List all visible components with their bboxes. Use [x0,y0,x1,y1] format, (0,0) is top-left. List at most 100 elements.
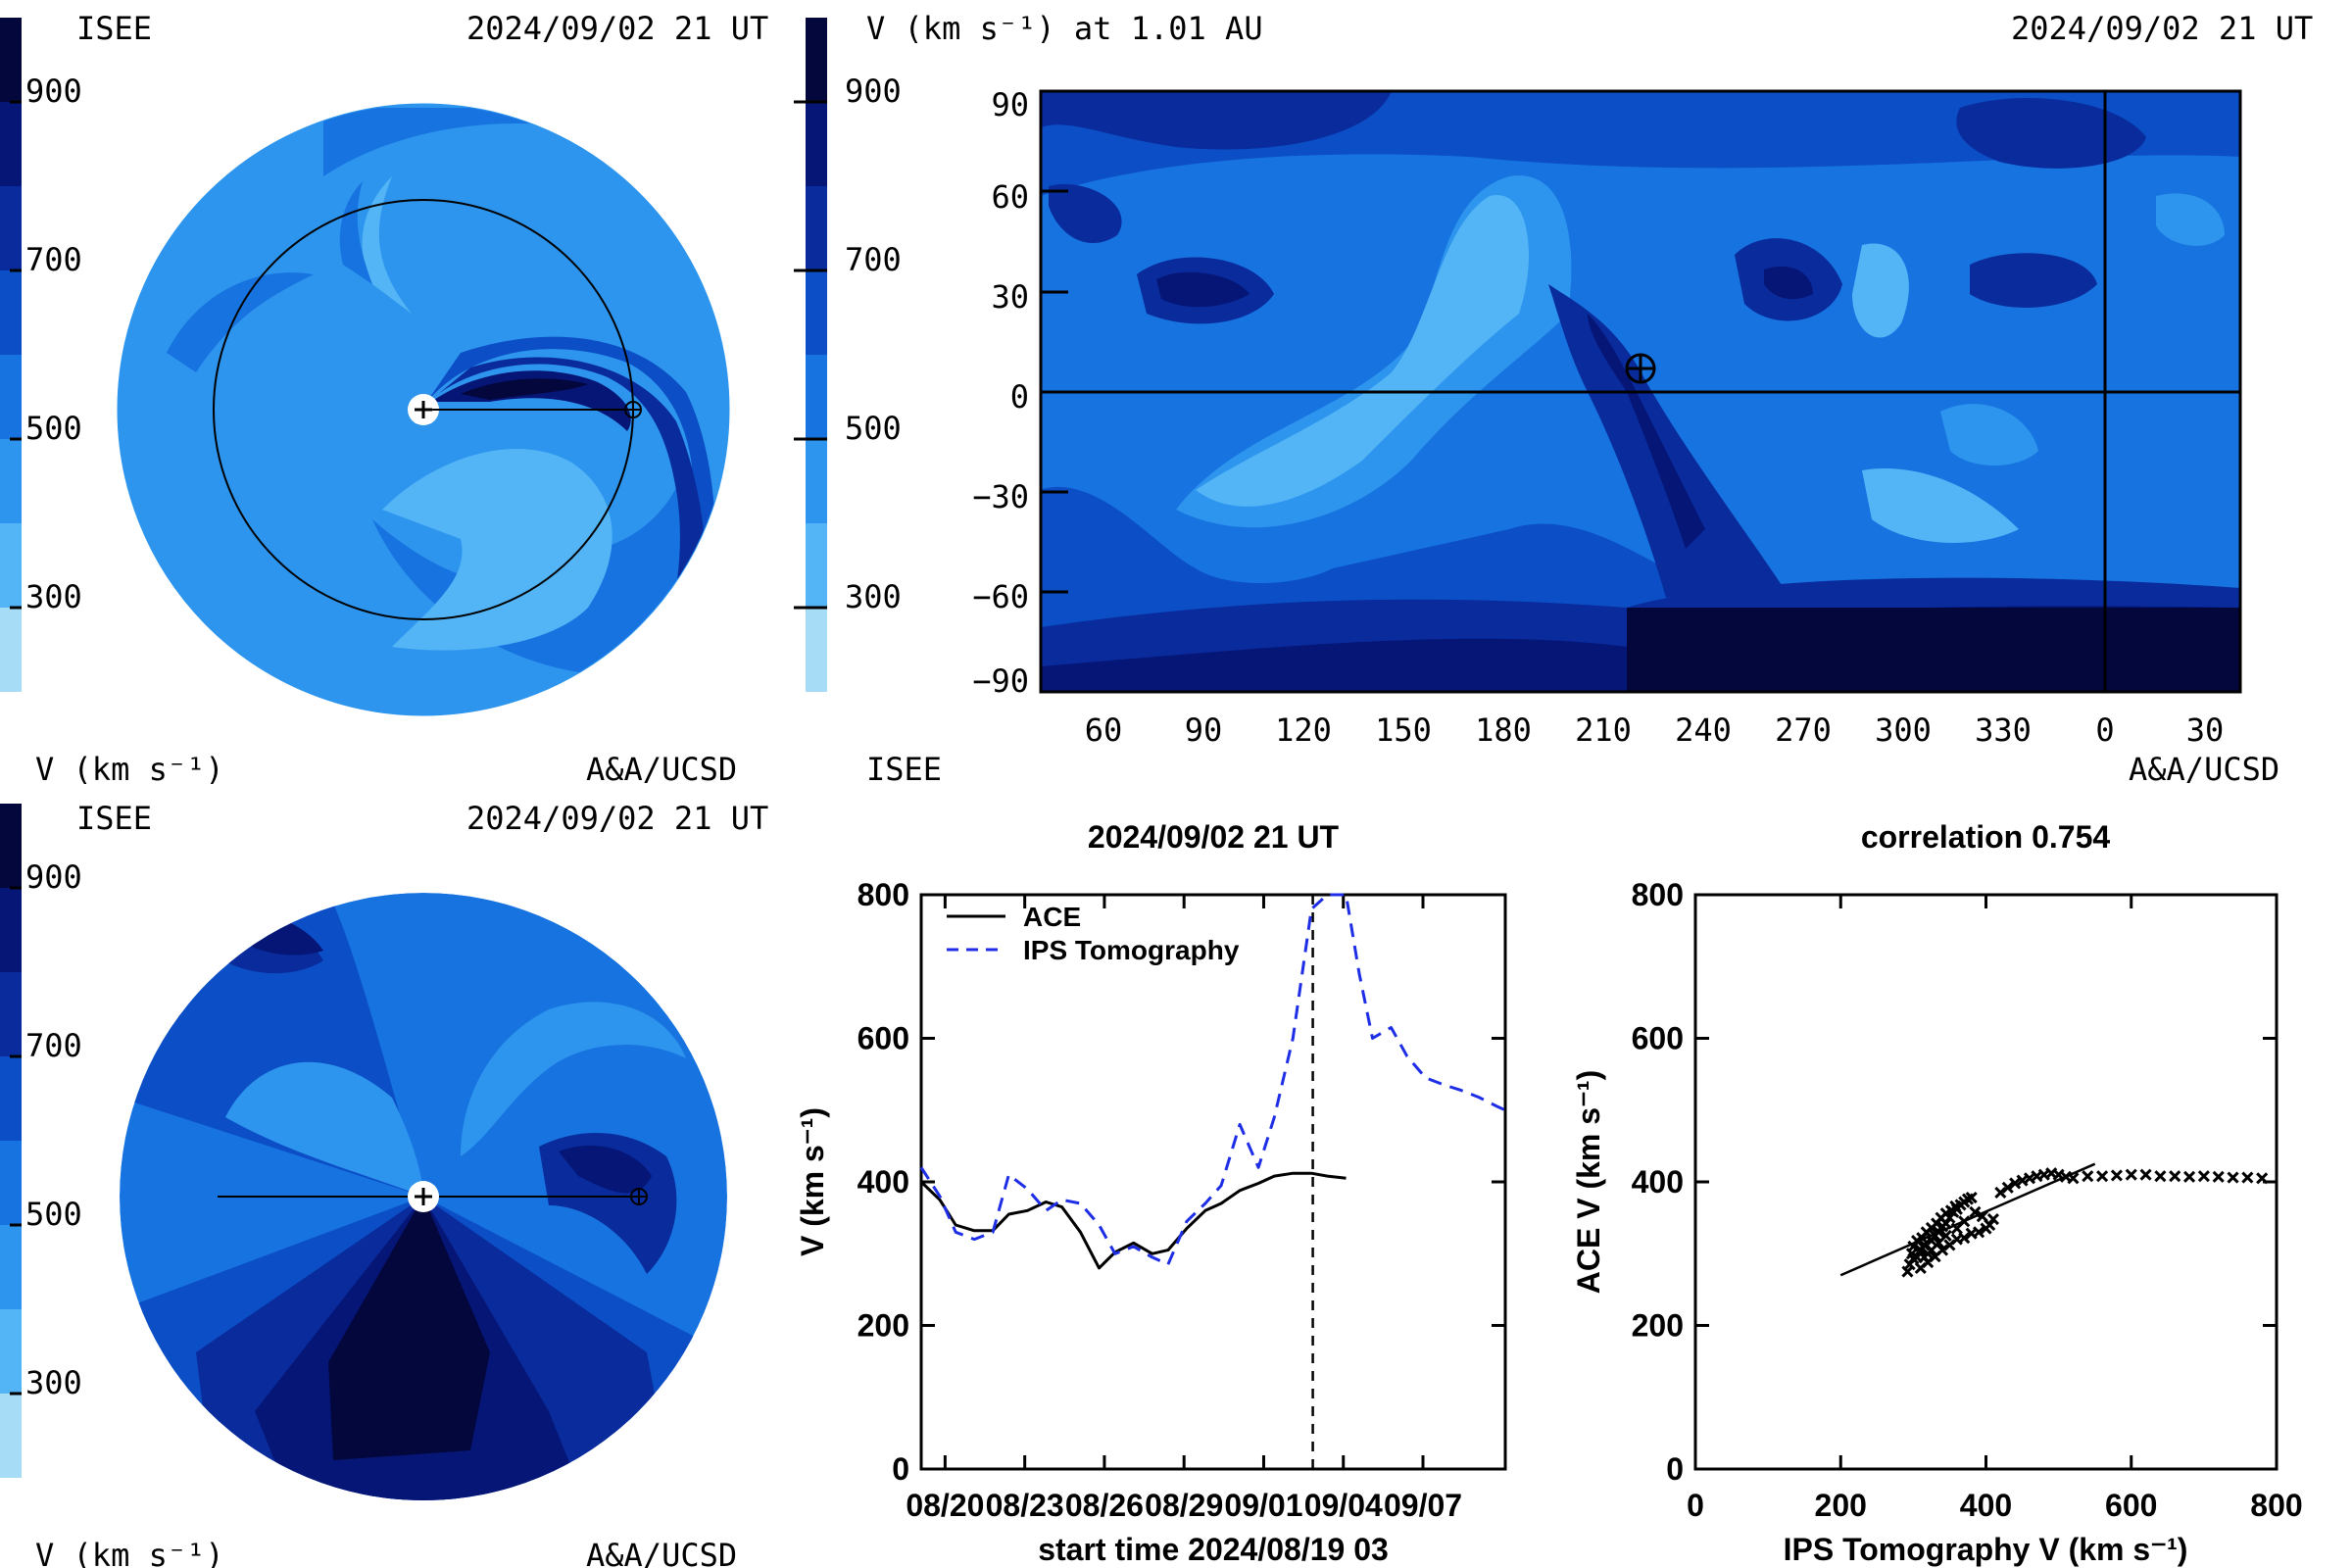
correlation-point [2227,1171,2239,1184]
synoptic-y-tick-30: 30 [991,278,1029,316]
synoptic-panel: V (km s⁻¹) at 1.01 AU 2024/09/02 21 UT 9… [794,10,2313,788]
correlation-point [2009,1177,2022,1190]
correlation-title: correlation 0.754 [1861,819,2111,855]
correlation-point [1907,1240,1920,1252]
correlation-point [2001,1181,2014,1194]
timeseries-ylabel: V (km s⁻¹) [795,1107,830,1256]
synoptic-cbar-tick-300: 300 [845,578,902,615]
timeseries-ytick-label: 400 [858,1164,909,1200]
synoptic-x-tick-120: 120 [1275,711,1332,749]
correlation-point [1958,1232,1971,1245]
synoptic-label-isee: ISEE [866,751,942,788]
correlation-point [2212,1170,2225,1183]
legend-ace-label: ACE [1023,902,1081,932]
polar-bottom-cbar-tick-900: 900 [25,858,82,896]
correlation-point [2256,1172,2269,1185]
timeseries-frame [919,893,1507,1471]
synoptic-cbar-tick-900: 900 [845,73,902,110]
polar-top-cbar-tick-300: 300 [25,578,82,615]
timeseries-ytick-label: 200 [858,1308,909,1344]
polar-bottom-timestamp: 2024/09/02 21 UT [466,800,768,837]
correlation-point [2125,1168,2137,1181]
correlation-point [1976,1210,1988,1223]
correlation-point [2197,1170,2210,1183]
synoptic-x-tick-0: 0 [2095,711,2114,749]
polar-bottom-cbar-tick-700: 700 [25,1027,82,1064]
correlation-frame [1693,893,2278,1471]
correlation-xtick-label: 800 [2250,1488,2302,1523]
synoptic-x-tick-330: 330 [1975,711,2032,749]
correlation-point [1949,1200,1962,1212]
synoptic-y-tick-0: 0 [1010,378,1029,416]
correlation-point [1918,1250,1931,1263]
timeseries-legend: ACE IPS Tomography [947,902,1240,965]
synoptic-y-tick-minus30: −30 [972,478,1029,515]
polar-bottom-cbar-tick-300: 300 [25,1364,82,1401]
synoptic-y-tick-90: 90 [991,86,1029,123]
synoptic-x-tick-60: 60 [1085,711,1123,749]
synoptic-timestamp: 2024/09/02 21 UT [2011,10,2313,47]
synoptic-cbar-tick-700: 700 [845,241,902,278]
correlation-point [1994,1186,2007,1200]
timeseries-xtick-label: 08/23 [986,1488,1064,1523]
correlation-xtick-label: 600 [2105,1488,2157,1523]
polar-top-cbar-tick-700: 700 [25,241,82,278]
correlation-point [2110,1169,2123,1182]
timeseries-xtick-label: 08/26 [1065,1488,1144,1523]
polar-top-timestamp: 2024/09/02 21 UT [466,10,768,47]
synoptic-x-tick-180: 180 [1475,711,1532,749]
synoptic-y-tick-60: 60 [991,178,1029,216]
correlation-point [1936,1244,1949,1256]
correlation-point [1969,1205,1982,1218]
correlation-ytick-label: 800 [1632,877,1684,912]
correlation-xlabel: IPS Tomography V (km s⁻¹) [1784,1532,2188,1567]
synoptic-x-tick-240: 240 [1675,711,1732,749]
correlation-chart: correlation 0.754 0 200 400 600 800 0 200 400 6… [1571,819,2303,1567]
correlation-point [1950,1222,1963,1235]
correlation-point [2241,1171,2254,1184]
correlation-point [2082,1170,2094,1183]
timeseries-ytick-label: 0 [892,1451,909,1487]
polar-bottom-label-isee: ISEE [76,800,152,837]
correlation-point [2169,1170,2181,1183]
timeseries-xlabel: start time 2024/08/19 03 [1038,1532,1389,1567]
timeseries-xtick-label: 09/01 [1224,1488,1302,1523]
synoptic-x-tick-90: 90 [1185,711,1223,749]
timeseries-xtick-label: 09/04 [1304,1488,1383,1523]
synoptic-x-tick-300: 300 [1875,711,1932,749]
correlation-point [2182,1170,2196,1183]
correlation-xtick-label: 200 [1815,1488,1867,1523]
timeseries-xtick-label: 09/07 [1384,1488,1462,1523]
polar-bottom-unit-label: V (km s⁻¹) [35,1537,224,1568]
polar-top-cbar-tick-900: 900 [25,73,82,110]
timeseries-title: 2024/09/02 21 UT [1088,819,1340,855]
correlation-point [1965,1192,1978,1204]
synoptic-y-tick-minus60: −60 [972,578,1029,615]
timeseries-xtick-label: 08/20 [906,1488,984,1523]
synoptic-y-tick-minus90: −90 [972,662,1029,700]
correlation-ylabel: ACE V (km s⁻¹) [1571,1070,1606,1294]
polar-top-colorbar [0,18,22,692]
synoptic-credit: A&A/UCSD [2129,751,2279,788]
synoptic-y-ticks: 90 60 30 0 −30 −60 −90 [972,86,1068,700]
polar-bottom-cbar-tick-500: 500 [25,1196,82,1233]
correlation-point [2154,1170,2167,1183]
synoptic-title: V (km s⁻¹) at 1.01 AU [866,10,1263,47]
timeseries-ytick-label: 600 [858,1021,909,1056]
polar-bottom-panel: ISEE 2024/09/02 21 UT 900 700 500 300 V … [0,800,768,1568]
correlation-xtick-label: 400 [1960,1488,2012,1523]
correlation-ytick-label: 200 [1632,1308,1684,1344]
synoptic-colorbar [794,18,827,692]
timeseries-xtick-label: 08/29 [1145,1488,1223,1523]
polar-top-unit-label: V (km s⁻¹) [35,751,224,788]
correlation-point [1986,1213,1999,1226]
polar-top-credit: A&A/UCSD [586,751,737,788]
synoptic-x-tick-30: 30 [2186,711,2225,749]
polar-top-panel: ISEE 2024/09/02 21 UT 900 700 500 300 V … [0,10,768,788]
polar-top-label-isee: ISEE [76,10,152,47]
polar-bottom-credit: A&A/UCSD [586,1537,737,1568]
legend-ips-label: IPS Tomography [1023,935,1240,965]
timeseries-ytick-label: 800 [858,877,909,912]
